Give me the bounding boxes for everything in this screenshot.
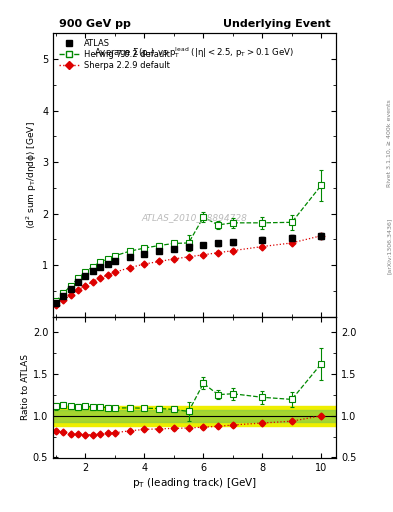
Bar [53,406,336,426]
X-axis label: $p_T$ (leading track) [GeV]: $p_T$ (leading track) [GeV] [132,476,257,490]
Bar [53,410,336,421]
Text: 900 GeV pp: 900 GeV pp [59,19,130,29]
Y-axis label: $\langle d^2$ sum $p_T/d\eta d\phi\rangle$ [GeV]: $\langle d^2$ sum $p_T/d\eta d\phi\rangl… [25,121,39,229]
Legend: ATLAS, Herwig 7.0.2 default, Sherpa 2.2.9 default: ATLAS, Herwig 7.0.2 default, Sherpa 2.2.… [57,37,171,72]
Text: Rivet 3.1.10, ≥ 400k events: Rivet 3.1.10, ≥ 400k events [387,99,391,187]
Text: Average $\Sigma(p_T)$ vs $p_T^{lead}$ ($|\eta| < 2.5$, $p_T > 0.1$ GeV): Average $\Sigma(p_T)$ vs $p_T^{lead}$ ($… [94,45,295,59]
Text: [arXiv:1306.3436]: [arXiv:1306.3436] [387,218,391,274]
Y-axis label: Ratio to ATLAS: Ratio to ATLAS [21,354,30,420]
Text: Underlying Event: Underlying Event [223,19,331,29]
Text: ATLAS_2010_S8894728: ATLAS_2010_S8894728 [141,213,248,222]
